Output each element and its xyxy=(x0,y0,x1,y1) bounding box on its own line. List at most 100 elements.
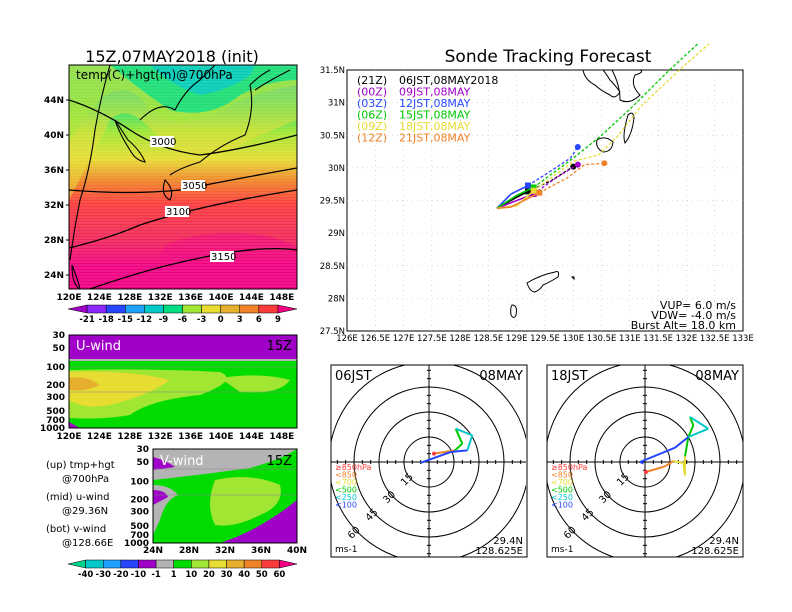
lon-label: 124E xyxy=(87,293,112,303)
colorbar-arrow-left xyxy=(67,559,86,569)
lon-label: 136E xyxy=(178,432,203,442)
vup-value: VUP= 6.0 m/s xyxy=(660,299,736,312)
colorbar-label: 1 xyxy=(171,570,177,580)
hodograph-unit: ms-1 xyxy=(335,545,357,555)
lon-label: 120E xyxy=(57,293,82,303)
track-landing-marker xyxy=(574,143,581,150)
legend-code: (03Z) xyxy=(357,97,387,110)
legend-time: 12JST,08MAY xyxy=(399,97,471,110)
legend-code: (09Z) xyxy=(357,120,387,133)
pressure-legend-item: <100 xyxy=(335,501,357,510)
pressure-label: 30 xyxy=(52,331,65,341)
hodograph-date: 08MAY xyxy=(479,369,523,384)
lat-label: 32N xyxy=(215,546,235,556)
note-bot-lon: @128.66E xyxy=(62,538,113,549)
pressure-label: 500 xyxy=(130,522,149,532)
lat-label: 31N xyxy=(328,99,345,109)
track-landing-marker xyxy=(601,160,608,167)
pressure-legend-item: ≥850hPa xyxy=(551,463,588,472)
pressure-label: 300 xyxy=(46,393,65,403)
lat-label: 40N xyxy=(44,131,64,141)
colorbar-label: -9 xyxy=(159,315,169,325)
track-dashed xyxy=(533,43,710,192)
pressure-label: 300 xyxy=(130,508,149,518)
v-wind-time: 15Z xyxy=(267,454,293,469)
lon-label: 128.5E xyxy=(474,334,504,344)
hodograph-date: 08MAY xyxy=(695,369,739,384)
track-dashed xyxy=(533,164,579,195)
lat-label: 29.5N xyxy=(320,197,345,207)
lon-label: 132E xyxy=(148,432,173,442)
lon-label: 131E xyxy=(619,334,641,344)
track-burst-marker xyxy=(530,184,537,191)
lat-label: 32N xyxy=(44,201,64,211)
contour-label: 3050 xyxy=(182,181,207,192)
colorbar-label: 60 xyxy=(273,570,285,580)
track-solid xyxy=(496,186,535,209)
hodograph-segment xyxy=(689,416,709,430)
track-dashed xyxy=(539,162,605,194)
hodograph-segment xyxy=(420,451,452,464)
hodograph-lon: 128.625E xyxy=(691,546,739,557)
legend-time: 15JST,08MAY xyxy=(399,109,471,122)
burst-alt-value: Burst Alt= 18.0 km xyxy=(631,319,736,332)
pressure-legend-item: <100 xyxy=(551,501,573,510)
colorbar-label: -1 xyxy=(151,570,161,580)
legend-time: 06JST,08MAY2018 xyxy=(399,74,498,87)
map-frame xyxy=(68,64,298,290)
hodograph-segment xyxy=(450,449,468,453)
pressure-legend-item: <700 xyxy=(335,478,357,487)
legend-time: 21JST,08MAY xyxy=(399,132,471,145)
colorbar-label: -21 xyxy=(79,315,94,325)
legend-code: (21Z) xyxy=(357,74,387,87)
lon-label: 144E xyxy=(239,293,264,303)
lat-label: 36N xyxy=(251,546,271,556)
lon-label: 140E xyxy=(209,432,234,442)
hodograph-segment xyxy=(455,427,473,437)
sonde-tracking-panel: Sonde Tracking Forecast (21Z) 06JST,08MAY… xyxy=(320,43,754,344)
pressure-legend-item: <850 xyxy=(335,471,357,480)
vdw-value: VDW= -4.0 m/s xyxy=(651,309,736,322)
hodograph-start xyxy=(644,470,648,474)
contour-labels: 3000 3050 3100 3150 xyxy=(150,136,236,263)
pressure-label: 1000 xyxy=(40,424,65,434)
hodograph-lat: 29.4N xyxy=(709,536,739,547)
colorbar-label: 3 xyxy=(237,315,243,325)
colorbar-label: 6 xyxy=(256,315,262,325)
pressure-legend-item: <500 xyxy=(335,486,357,495)
temperature-map-panel: 15Z,07MAY2018 (init) 3000 3 xyxy=(44,47,298,325)
hodograph-unit: ms-1 xyxy=(551,545,573,555)
colorbar-swatch xyxy=(226,559,245,569)
hodograph-segment xyxy=(639,461,644,465)
sonde-coastlines xyxy=(510,70,643,318)
legend-time: 09JST,08MAY xyxy=(399,86,471,99)
wind-colorbar: -40 -30 -20 -10 -1 1 10 20 30 40 50 60 xyxy=(67,559,298,580)
colorbar-label: 0 xyxy=(218,315,224,325)
hodograph-lon: 128.625E xyxy=(475,546,523,557)
lat-label: 27.5N xyxy=(320,327,345,337)
note-up-level: @700hPa xyxy=(62,474,109,485)
colorbar-swatch xyxy=(173,559,192,569)
colorbar-swatch xyxy=(261,559,280,569)
colorbar-label: 50 xyxy=(256,570,268,580)
pressure-label: 50 xyxy=(136,458,149,468)
lat-label: 28N xyxy=(44,236,64,246)
colorbar-label: -20 xyxy=(113,570,128,580)
pressure-label: 700 xyxy=(46,416,65,426)
lat-label: 29N xyxy=(328,229,345,239)
sonde-tracks xyxy=(496,43,710,210)
panel-notes: (up) tmp+hgt @700hPa (mid) u-wind @29.36… xyxy=(46,460,115,549)
colorbar-swatch xyxy=(85,559,104,569)
track-solid xyxy=(496,191,540,210)
hodograph-lat: 29.4N xyxy=(493,536,523,547)
pressure-label: 500 xyxy=(46,407,65,417)
lon-label: 148E xyxy=(269,432,294,442)
colorbar-label: -30 xyxy=(96,570,111,580)
height-contours xyxy=(69,99,297,289)
lon-label: 126E xyxy=(336,334,358,344)
note-mid-lat: @29.36N xyxy=(62,506,108,517)
